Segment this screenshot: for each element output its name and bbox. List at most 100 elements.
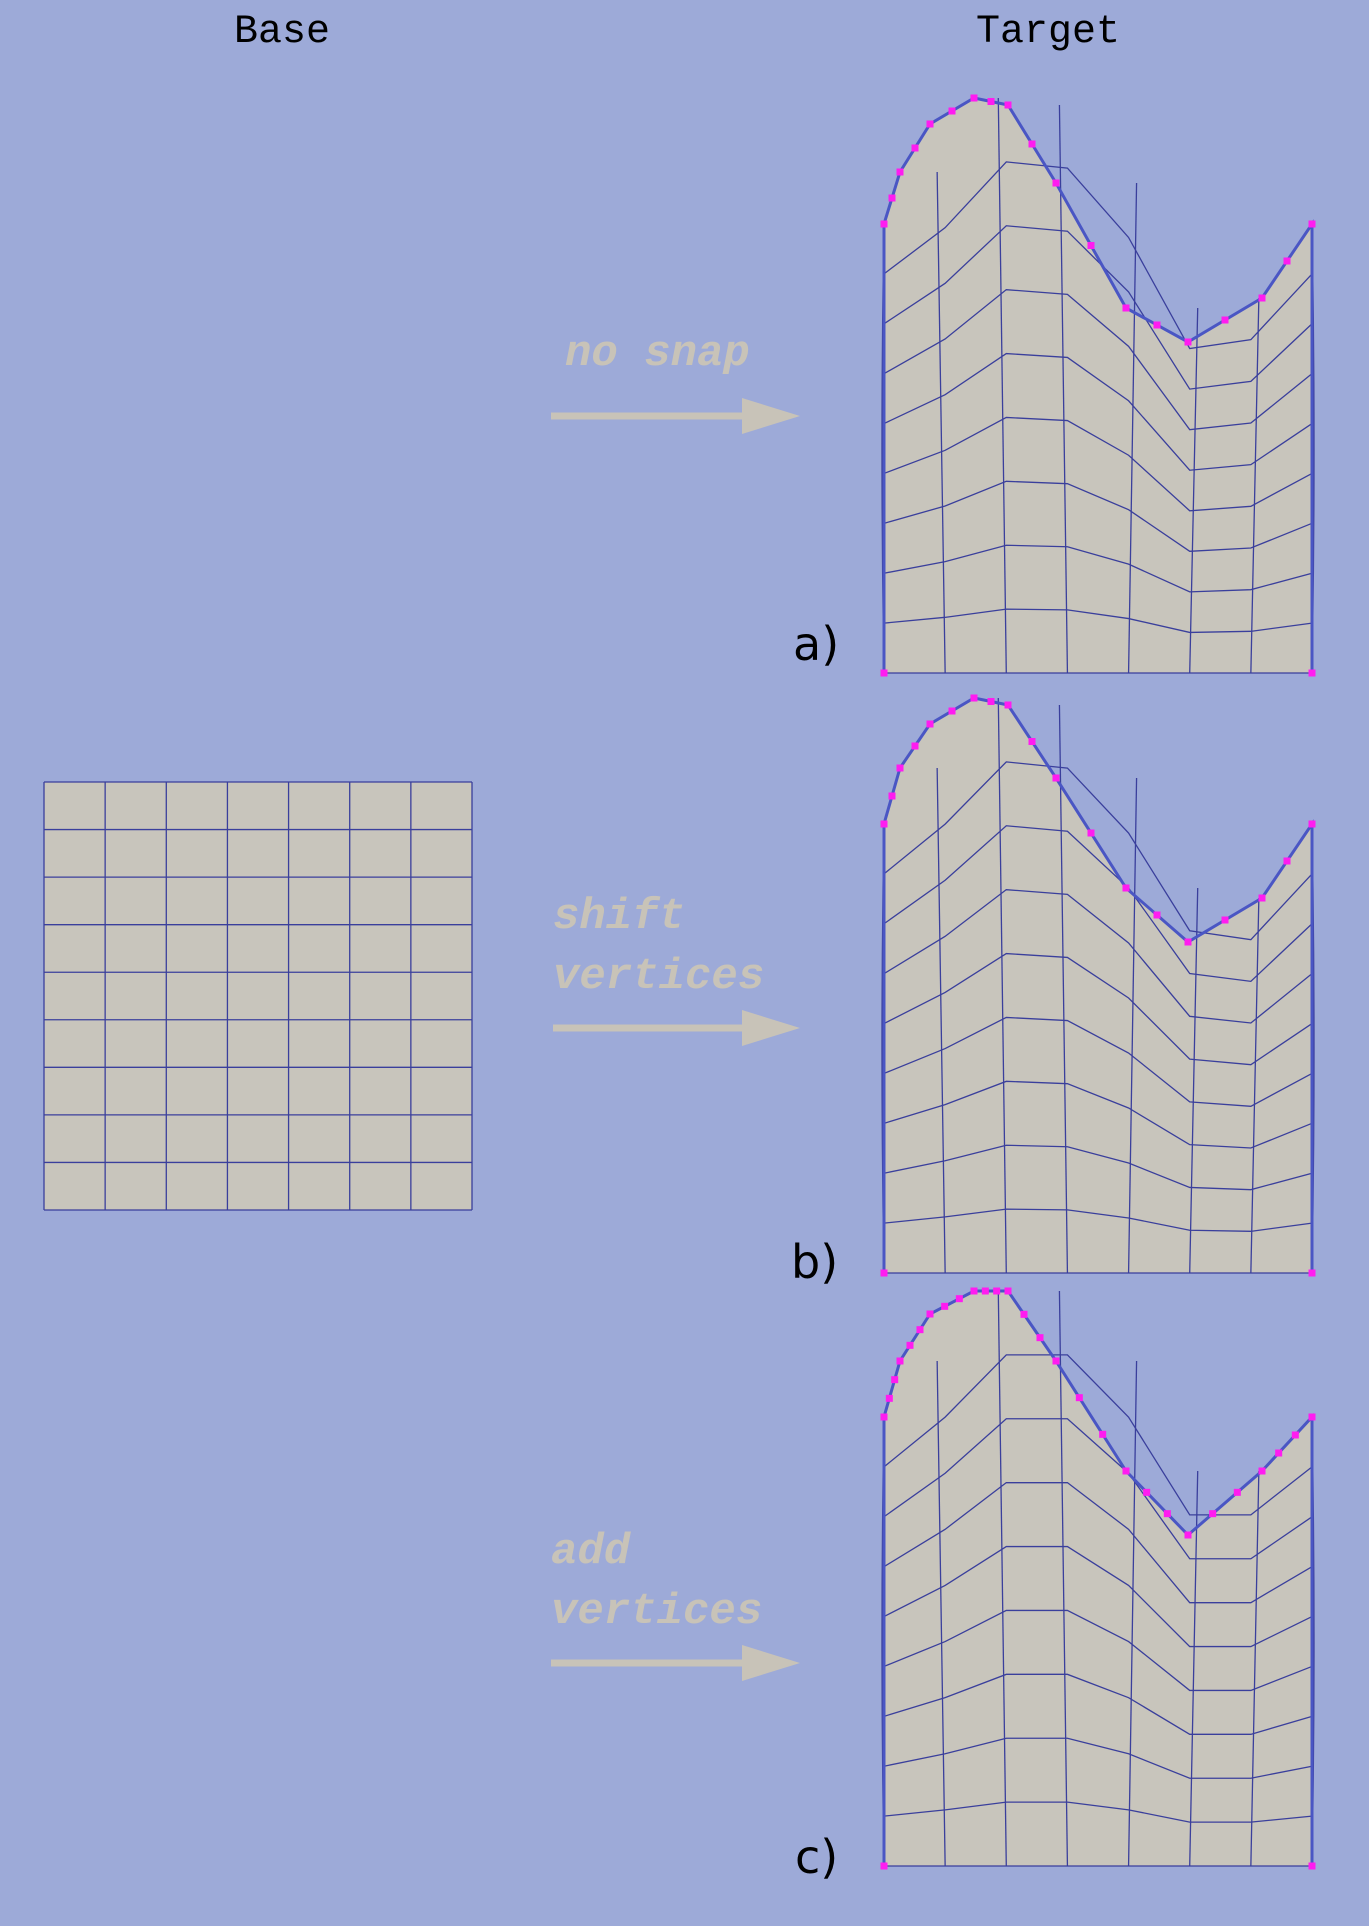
vertex-marker [1122,884,1130,892]
target-mesh-hline [883,1080,1313,1149]
target-mesh-vline [997,97,1007,674]
vertex-marker [906,1341,914,1349]
vertex-marker [1184,938,1192,946]
target-mesh-hline [883,225,1313,390]
vertex-marker [1020,1310,1028,1318]
target-mesh-hline [883,1801,1313,1823]
target-mesh-hline [883,1016,1313,1107]
vertex-marker [987,698,995,705]
target-mesh-hline [883,544,1313,593]
target-mesh-hline [883,1482,1313,1604]
target-mesh-hline [883,1609,1313,1692]
vertex-marker [1221,316,1229,324]
target-mesh-hline [883,416,1313,512]
vertex-marker [1275,1449,1283,1457]
vertex-marker [1004,701,1012,709]
panel-c: add vertices c) [551,1287,1316,1884]
target-mesh-fill [884,1291,1312,1866]
target-mesh-hline [883,1208,1313,1232]
target-mesh-hline [883,889,1313,1024]
target-mesh-hline [883,288,1313,431]
base-mesh-fill [44,782,472,1210]
vertex-marker [1122,1467,1130,1475]
vertex-marker [1233,1488,1241,1496]
vertex-marker [1036,1334,1044,1342]
target-mesh-vline [997,697,1007,1274]
target-mesh-a [880,94,1316,677]
vertex-marker [1122,304,1130,312]
vertex-marker [955,1295,963,1303]
vertex-marker [948,107,956,115]
step-arrow-b [553,1010,800,1046]
vertex-marker [891,1376,899,1384]
vertex-marker [1028,140,1036,148]
vertex-marker [1184,1531,1192,1539]
target-mesh-hline [883,480,1313,552]
vertex-marker [1004,101,1012,109]
target-mesh-c [880,1287,1316,1870]
vertex-marker [1163,1510,1171,1518]
vertex-marker [1075,1394,1083,1402]
vertex-marker [1087,242,1095,249]
base-mesh [43,781,473,1211]
vertex-marker [880,1269,888,1277]
target-mesh-vline [1189,1470,1199,1867]
target-header: Target [976,10,1120,55]
target-mesh-vline [936,767,946,1274]
target-outline [882,1289,1314,1866]
vertex-marker [1099,1430,1107,1438]
vertex-marker [1308,220,1316,228]
target-mesh-fill [884,698,1312,1273]
step-arrow-a [551,398,800,434]
target-mesh-vline [1127,777,1138,1274]
target-mesh-vline [936,1360,946,1867]
step-label-b-line1: shift [553,892,685,942]
target-mesh-hline [883,1673,1313,1735]
vertex-marker [1258,294,1266,302]
vertex-marker [1308,1413,1316,1421]
vertex-marker [1308,820,1316,828]
target-mesh-vline [936,171,946,674]
vertex-marker [896,168,904,176]
vertex-marker [970,94,978,102]
vertex-marker [880,1862,888,1870]
vertex-marker [926,1310,934,1318]
vertex-marker [880,669,888,677]
vertex-marker [911,742,919,750]
vertex-marker [896,764,904,772]
vertex-marker [880,820,888,828]
target-mesh-vline [1189,307,1199,674]
target-mesh-hline [883,352,1313,471]
panel-tag-a: a) [793,617,839,671]
step-arrow-c [551,1645,800,1681]
target-mesh-hline [883,1418,1313,1560]
target-mesh-vline [1189,887,1199,1274]
vertex-marker [1143,1488,1151,1496]
vertex-marker [1308,669,1316,677]
panel-tag-b: b) [791,1235,838,1289]
vertex-marker [1308,1862,1316,1870]
target-mesh-hline [883,1545,1313,1648]
target-mesh-hline [883,825,1313,983]
vertex-marker [970,1287,978,1295]
vertex-marker [888,194,896,202]
vertex-marker [1087,829,1095,837]
vertex-marker [880,1413,888,1421]
vertex-marker [987,98,995,105]
target-mesh-hline [883,1737,1313,1779]
vertex-marker [1308,1269,1316,1277]
vertex-marker [1052,179,1060,187]
vertex-marker [1153,911,1161,919]
vertex-marker [1004,1287,1012,1295]
target-mesh-hline [883,161,1313,350]
vertex-marker [941,1302,949,1310]
panel-a: no snap a) [551,94,1316,677]
vertex-marker [1258,1467,1266,1475]
vertex-marker [1052,774,1060,782]
target-mesh-hline [883,1144,1313,1191]
vertex-marker [885,1394,893,1402]
vertex-marker [1209,1510,1217,1518]
step-label-c-line2: vertices [551,1587,762,1637]
target-mesh-vline [1127,1360,1138,1867]
